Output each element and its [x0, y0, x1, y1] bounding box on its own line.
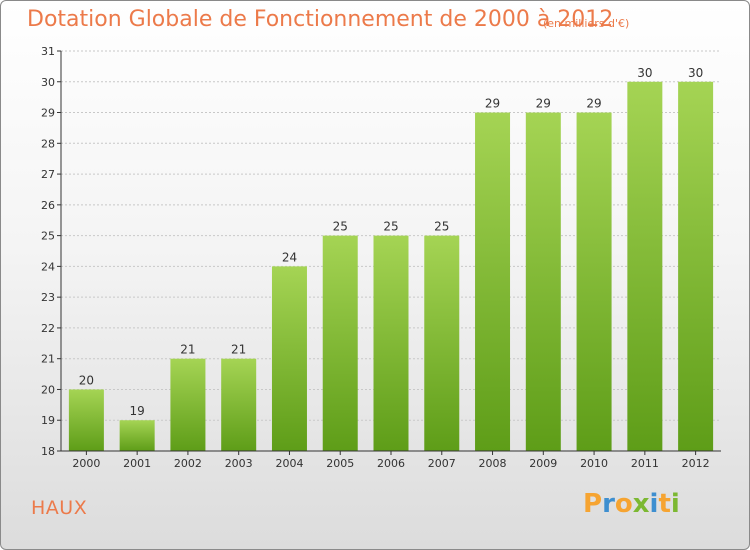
bar: [373, 235, 409, 451]
bar-value-label: 29: [485, 97, 500, 111]
x-tick-label: 2008: [479, 457, 507, 470]
x-tick-label: 2010: [580, 457, 608, 470]
x-tick-label: 2006: [377, 457, 405, 470]
y-tick-label: 30: [41, 76, 55, 89]
logo-letter: i: [670, 489, 680, 519]
bar: [576, 112, 612, 452]
y-tick-label: 18: [41, 445, 55, 458]
bar-value-label: 29: [586, 97, 601, 111]
x-tick-label: 2012: [682, 457, 710, 470]
x-tick-label: 2000: [72, 457, 100, 470]
bar-chart: 18 19 20 21 22 23 24 25 26 27 28 29 30 31 20 2000 19 2001…: [41, 45, 721, 470]
y-tick-label: 23: [41, 291, 55, 304]
x-tick-label: 2001: [123, 457, 151, 470]
logo-letter: o: [614, 489, 633, 519]
bar-value-label: 21: [180, 343, 195, 357]
bar-value-label: 21: [231, 343, 246, 357]
logo-letter: x: [632, 489, 650, 519]
bar: [170, 358, 206, 451]
bar-value-label: 30: [688, 66, 703, 80]
x-tick-label: 2011: [631, 457, 659, 470]
bar: [627, 81, 663, 452]
x-tick-label: 2002: [174, 457, 202, 470]
y-tick-label: 22: [41, 322, 55, 335]
y-tick-label: 25: [41, 230, 55, 243]
y-tick-label: 24: [41, 260, 55, 273]
bar: [475, 112, 511, 452]
bar-value-label: 29: [536, 97, 551, 111]
x-tick-label: 2007: [428, 457, 456, 470]
bar: [68, 389, 104, 451]
logo-letter: i: [649, 489, 659, 519]
y-tick-label: 31: [41, 45, 55, 58]
y-tick-label: 29: [41, 107, 55, 120]
bar: [221, 358, 257, 451]
bar: [424, 235, 460, 451]
x-tick-label: 2004: [275, 457, 303, 470]
logo-letter: t: [658, 489, 671, 519]
bar-value-label: 19: [130, 404, 145, 418]
y-tick-label: 20: [41, 383, 55, 396]
bar-value-label: 24: [282, 250, 297, 264]
bar: [525, 112, 561, 452]
logo-letter: P: [583, 489, 603, 519]
bar-value-label: 20: [79, 373, 94, 387]
y-tick-label: 19: [41, 414, 55, 427]
bar: [271, 266, 307, 451]
proxiti-logo: Proxiti: [583, 489, 680, 519]
bar: [678, 81, 714, 452]
unit-note: (en milliers d'€): [543, 17, 630, 30]
x-tick-label: 2009: [529, 457, 557, 470]
y-tick-label: 21: [41, 353, 55, 366]
x-tick-label: 2005: [326, 457, 354, 470]
logo-letter: r: [602, 489, 615, 519]
bar-value-label: 25: [333, 220, 348, 234]
y-tick-label: 27: [41, 168, 55, 181]
bar: [119, 420, 155, 451]
commune-name: HAUX: [31, 497, 88, 519]
bar-value-label: 25: [383, 220, 398, 234]
bar-value-label: 30: [637, 66, 652, 80]
bar: [322, 235, 358, 451]
chart-title: Dotation Globale de Fonctionnement de 20…: [27, 7, 614, 32]
labels: 18 19 20 21 22 23 24 25 26 27 28 29 30 31 20 2000 19 2001…: [41, 45, 710, 470]
y-tick-label: 28: [41, 137, 55, 150]
axes: [57, 50, 721, 455]
y-tick-label: 26: [41, 199, 55, 212]
bars: [68, 81, 714, 452]
bar-value-label: 25: [434, 220, 449, 234]
x-tick-label: 2003: [225, 457, 253, 470]
